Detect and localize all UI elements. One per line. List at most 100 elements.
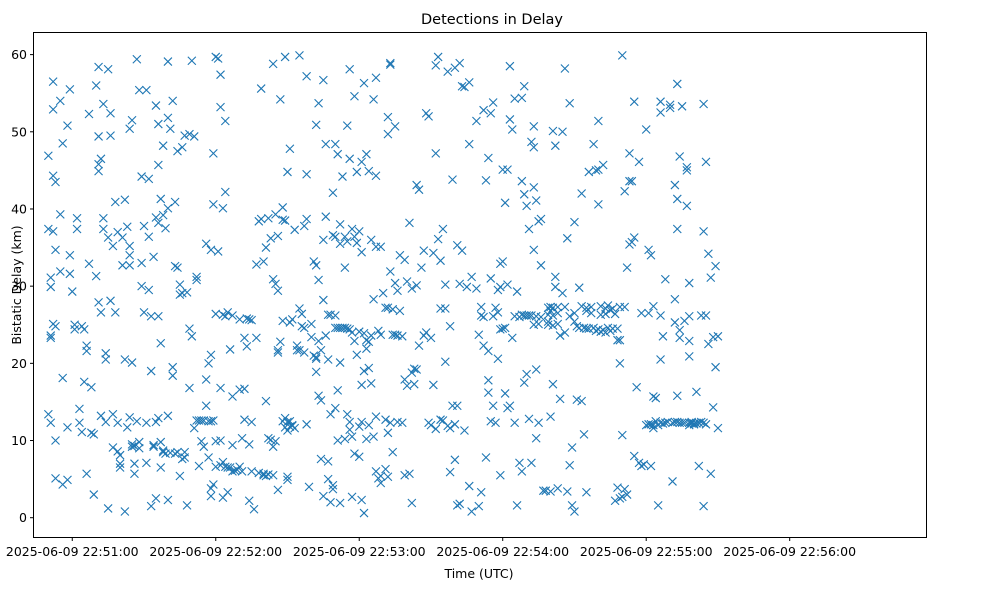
data-point <box>223 308 233 317</box>
data-point <box>483 388 493 398</box>
data-point <box>519 189 529 199</box>
data-point <box>127 439 137 449</box>
data-point <box>381 415 390 425</box>
data-point <box>345 64 355 74</box>
data-point <box>77 427 87 437</box>
data-point <box>173 146 182 156</box>
data-point <box>646 461 656 471</box>
data-point <box>134 437 144 447</box>
data-point <box>572 321 582 331</box>
data-point <box>455 499 465 509</box>
data-point <box>335 220 345 229</box>
x-axis: 2025-06-09 22:51:00 2025-06-09 22:52:00 20… <box>6 537 856 559</box>
data-point <box>65 84 75 94</box>
data-point <box>352 350 362 360</box>
data-point <box>142 458 151 468</box>
data-point <box>440 304 450 313</box>
data-point <box>347 492 357 502</box>
data-point <box>206 483 216 493</box>
data-point <box>582 306 591 316</box>
data-point <box>699 418 708 428</box>
data-point <box>175 280 185 290</box>
data-point <box>362 344 371 354</box>
data-point <box>170 449 180 459</box>
data-point <box>297 321 307 331</box>
data-point <box>328 230 338 240</box>
data-point <box>359 508 369 518</box>
data-point <box>96 154 106 164</box>
data-point <box>240 415 249 425</box>
data-point <box>464 481 474 491</box>
data-point <box>376 242 386 252</box>
data-point <box>55 209 65 219</box>
data-point <box>385 58 395 68</box>
data-point <box>596 301 606 311</box>
data-point <box>242 314 252 323</box>
data-point <box>373 326 383 336</box>
data-point <box>151 417 161 427</box>
data-point <box>273 345 283 355</box>
data-point <box>711 362 720 372</box>
data-point <box>63 121 72 131</box>
data-point <box>330 139 340 149</box>
data-point <box>682 162 692 172</box>
data-point <box>103 64 113 74</box>
data-point <box>330 403 340 413</box>
data-point <box>127 358 137 367</box>
data-point <box>388 304 398 314</box>
data-point <box>402 277 412 286</box>
data-point <box>268 274 278 284</box>
data-point <box>201 375 211 384</box>
data-point <box>357 495 367 505</box>
data-point <box>512 287 522 296</box>
data-point <box>586 308 596 318</box>
data-point <box>570 217 579 227</box>
data-point <box>342 237 352 246</box>
data-point <box>268 59 278 69</box>
x-axis-label: Time (UTC) <box>443 566 513 581</box>
data-point <box>182 287 192 297</box>
data-point <box>522 369 532 379</box>
data-point <box>433 52 443 62</box>
data-point <box>615 358 625 368</box>
data-point <box>321 331 331 340</box>
data-point <box>670 180 680 190</box>
data-point <box>385 418 395 428</box>
data-point <box>125 412 135 422</box>
data-point <box>479 105 488 115</box>
data-point <box>455 58 465 68</box>
data-point <box>158 210 168 220</box>
data-point <box>347 432 357 442</box>
data-point <box>170 261 180 271</box>
data-point <box>216 383 225 393</box>
data-point <box>144 174 154 184</box>
data-point <box>94 132 103 141</box>
data-point <box>120 195 130 205</box>
data-point <box>72 224 82 234</box>
data-point <box>98 213 108 223</box>
data-point <box>495 324 505 334</box>
data-point <box>338 172 347 181</box>
data-point <box>491 418 500 428</box>
data-point <box>460 426 469 435</box>
data-point <box>91 271 101 281</box>
data-point <box>390 330 400 340</box>
data-point <box>173 447 182 457</box>
data-point <box>553 483 563 493</box>
data-point <box>70 324 80 334</box>
data-point <box>486 108 496 118</box>
data-point <box>292 341 302 350</box>
data-point <box>201 239 211 249</box>
data-point <box>476 302 486 312</box>
data-point <box>550 282 560 292</box>
data-point <box>443 67 453 76</box>
data-point <box>531 196 541 205</box>
y-axis: 0 10 20 30 40 50 60 <box>11 47 34 525</box>
data-point <box>644 245 653 255</box>
data-point <box>495 470 505 480</box>
data-point <box>156 437 166 447</box>
data-point <box>130 441 139 451</box>
data-point <box>629 451 639 461</box>
data-point <box>620 186 630 196</box>
data-point <box>656 97 665 107</box>
